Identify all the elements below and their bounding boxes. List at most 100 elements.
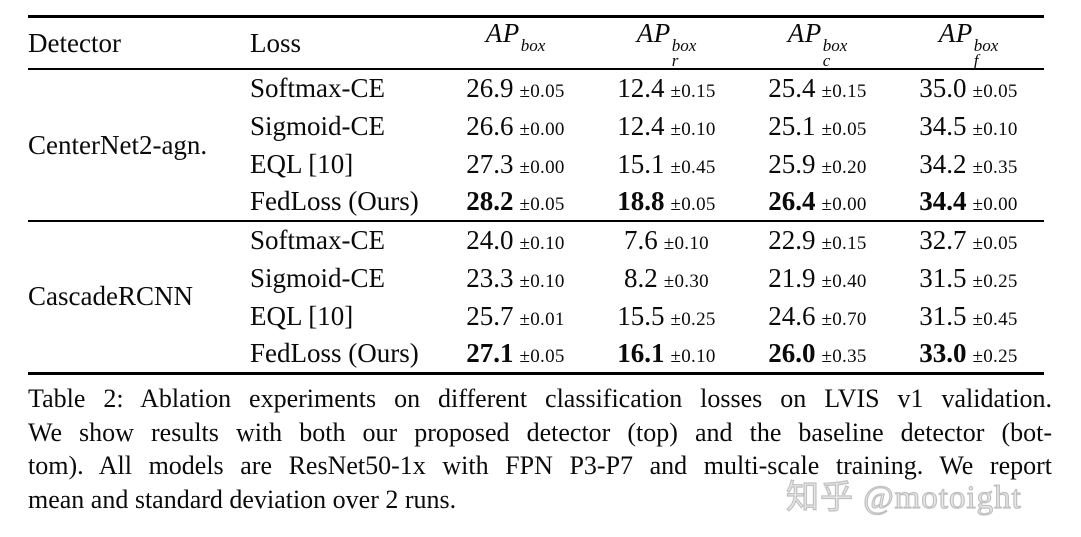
metric-value: 23.3 [466,262,514,293]
metric-value: 26.4 [768,186,816,217]
metric-cell: 12.4 ±0.10 [591,107,742,145]
math-sup: box [671,35,697,55]
metric-std: ±0.35 [821,345,867,367]
metric-cell: 27.1 ±0.05 [440,335,591,373]
metric-std: ±0.00 [821,194,867,216]
metric-std: ±0.40 [821,270,867,292]
metric-cell: 15.5 ±0.25 [591,297,742,335]
metric-std: ±0.10 [670,118,716,140]
metric-value: 24.0 [466,225,514,256]
metric-cell: 33.0 ±0.25 [893,335,1044,373]
metric-cell: 32.7 ±0.05 [893,221,1044,259]
metric-cell: 16.1 ±0.10 [591,335,742,373]
metric-value: 34.5 [919,110,967,141]
metric-cell: 35.0 ±0.05 [893,69,1044,107]
metric-std: ±0.05 [670,194,716,216]
math-base: AP [938,18,973,48]
column-header-ap-f-box: AP box f [893,17,1044,70]
metric-std: ±0.00 [972,194,1018,216]
table-caption: Table 2: Ablation experiments on differe… [28,382,1052,516]
loss-cell: Sigmoid-CE [250,110,386,141]
table-row-ours: FedLoss (Ours) 27.1 ±0.05 16.1 ±0.10 26.0 ±… [28,335,1044,373]
metric-cell: 26.9 ±0.05 [440,69,591,107]
detector-cell: CenterNet2-agn. [28,129,208,160]
metric-std: ±0.10 [670,345,716,367]
metric-cell: 25.1 ±0.05 [742,107,893,145]
metric-cell: 22.9 ±0.15 [742,221,893,259]
metric-value: 22.9 [768,225,816,256]
math-base: AP [787,18,822,48]
results-table-wrap: Detector Loss AP box AP box r AP box c AP box f [28,15,1044,375]
table-header: Detector Loss AP box AP box r AP box c AP box f [28,17,1044,70]
table-row: EQL [10] 27.3 ±0.00 15.1 ±0.45 25.9 ±0.20 3… [28,145,1044,183]
metric-cell: 27.3 ±0.00 [440,145,591,183]
caption-line: mean and standard deviation over 2 runs. [28,484,457,514]
metric-std: ±0.45 [972,308,1018,330]
metric-std: ±0.10 [972,118,1018,140]
metric-std: ±0.15 [821,81,867,103]
metric-std: ±0.05 [519,194,565,216]
metric-std: ±0.10 [519,233,565,255]
loss-cell: FedLoss (Ours) [250,186,419,217]
metric-value: 8.2 [624,262,658,293]
metric-std: ±0.35 [972,156,1018,178]
loss-cell: FedLoss (Ours) [250,337,419,368]
math-sup: box [973,35,999,55]
metric-value: 25.4 [768,73,816,104]
header-row: Detector Loss AP box AP box r AP box c AP box f [28,17,1044,70]
metric-std: ±0.05 [972,233,1018,255]
metric-std: ±0.01 [519,308,565,330]
metric-cell: 7.6 ±0.10 [591,221,742,259]
metric-cell: 8.2 ±0.30 [591,259,742,297]
column-header-loss: Loss [250,27,302,58]
metric-std: ±0.25 [670,308,716,330]
metric-value: 31.5 [919,262,967,293]
metric-std: ±0.05 [519,81,565,103]
metric-std: ±0.10 [519,270,565,292]
metric-cell: 24.6 ±0.70 [742,297,893,335]
metric-value: 28.2 [466,186,514,217]
metric-cell: 31.5 ±0.45 [893,297,1044,335]
metric-value: 21.9 [768,262,816,293]
metric-cell: 34.4 ±0.00 [893,183,1044,221]
metric-cell: 15.1 ±0.45 [591,145,742,183]
metric-cell: 25.9 ±0.20 [742,145,893,183]
metric-cell: 26.0 ±0.35 [742,335,893,373]
math-sup: box [520,35,546,55]
watermark: 知乎 @motoight [785,479,1022,516]
metric-std: ±0.25 [972,270,1018,292]
metric-std: ±0.15 [821,233,867,255]
caption-line: Table 2: Ablation experiments on differe… [28,384,1052,413]
metric-value: 31.5 [919,300,967,331]
metric-value: 34.4 [919,186,967,217]
detector-cell: CascadeRCNN [28,281,193,312]
metric-cell: 34.5 ±0.10 [893,107,1044,145]
metric-value: 12.4 [617,73,665,104]
metric-value: 26.0 [768,337,816,368]
caption-line: tom). All models are ResNet50-1x with FP… [28,451,1052,480]
metric-cell: 21.9 ±0.40 [742,259,893,297]
table-block-cascadercnn: CascadeRCNN Softmax-CE 24.0 ±0.10 7.6 ±0.1… [28,221,1044,373]
metric-std: ±0.30 [663,270,709,292]
loss-cell: Sigmoid-CE [250,262,386,293]
metric-cell: 18.8 ±0.05 [591,183,742,221]
metric-cell: 24.0 ±0.10 [440,221,591,259]
results-table: Detector Loss AP box AP box r AP box c AP box f [28,15,1044,375]
metric-value: 27.1 [466,337,514,368]
metric-std: ±0.05 [519,345,565,367]
metric-value: 7.6 [624,225,658,256]
metric-value: 25.7 [466,300,514,331]
metric-value: 24.6 [768,300,816,331]
math-base: AP [485,18,520,48]
table-row: CascadeRCNN Softmax-CE 24.0 ±0.10 7.6 ±0.1… [28,221,1044,311]
metric-value: 12.4 [617,110,665,141]
metric-std: ±0.70 [821,308,867,330]
metric-cell: 12.4 ±0.15 [591,69,742,107]
metric-value: 16.1 [617,337,665,368]
table-row: EQL [10] 25.7 ±0.01 15.5 ±0.25 24.6 ±0.70 3… [28,297,1044,335]
math-sup: box [822,35,848,55]
table-row-ours: FedLoss (Ours) 28.2 ±0.05 18.8 ±0.05 26.4 ±… [28,183,1044,221]
metric-value: 15.1 [617,148,665,179]
loss-cell: EQL [10] [250,148,354,179]
